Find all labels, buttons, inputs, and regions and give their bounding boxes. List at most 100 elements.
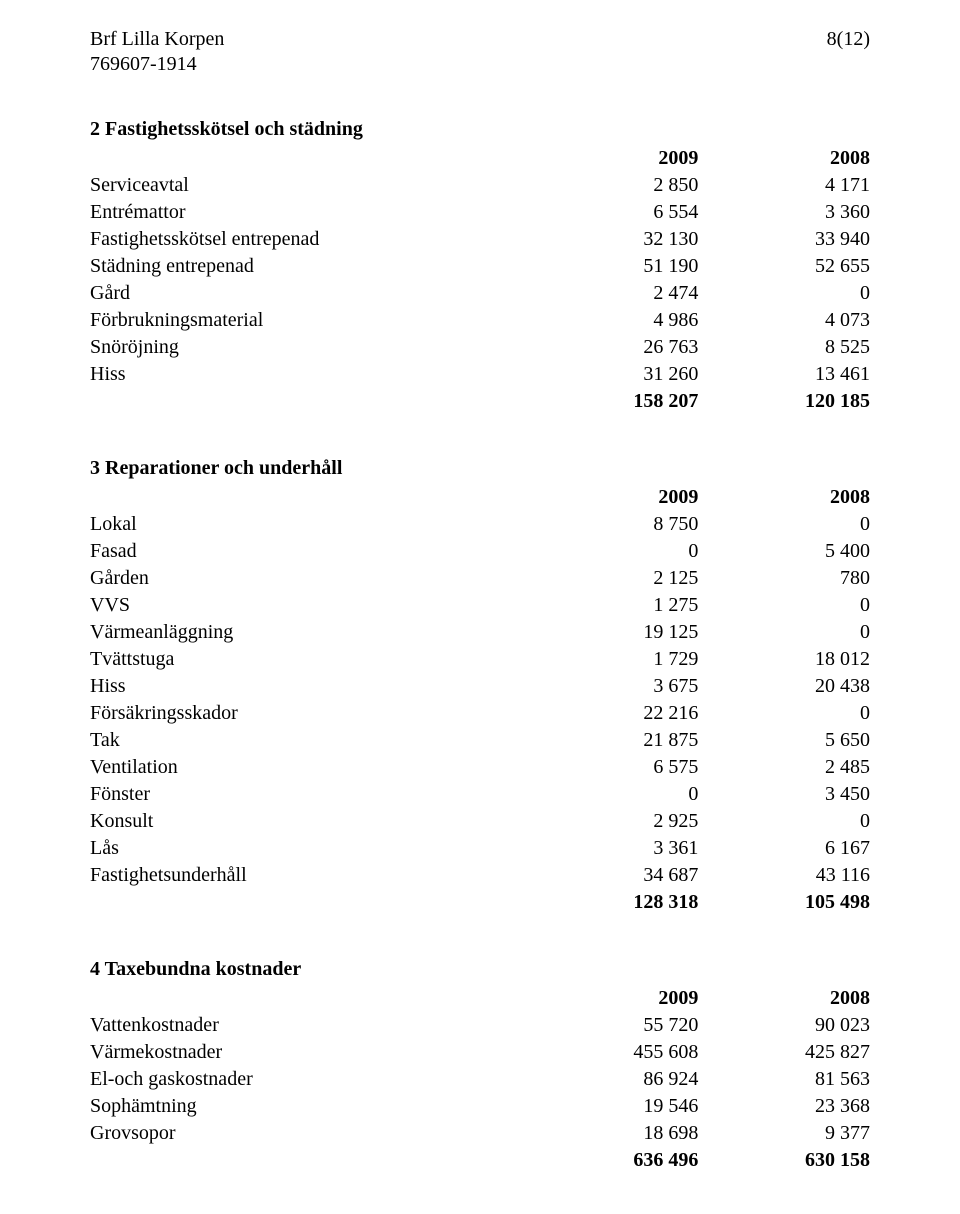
row-value-col2: 425 827: [698, 1039, 870, 1066]
row-label: Konsult: [90, 808, 527, 835]
table-row: Ventilation6 5752 485: [90, 754, 870, 781]
row-label: Fönster: [90, 781, 527, 808]
table-row: Städning entrepenad51 19052 655: [90, 253, 870, 280]
row-label: Vattenkostnader: [90, 1012, 527, 1039]
total-row: 636 496630 158: [90, 1147, 870, 1174]
row-value-col1: 3 361: [527, 835, 699, 862]
sections-container: 2 Fastighetsskötsel och städning20092008…: [90, 118, 870, 1174]
row-value-col2: 6 167: [698, 835, 870, 862]
table-row: Hiss3 67520 438: [90, 673, 870, 700]
row-value-col2: 5 650: [698, 727, 870, 754]
row-label: Gården: [90, 565, 527, 592]
row-value-col2: 0: [698, 592, 870, 619]
row-label: Ventilation: [90, 754, 527, 781]
table-row: Grovsopor18 6989 377: [90, 1120, 870, 1147]
table-row: Tvättstuga1 72918 012: [90, 646, 870, 673]
row-value-col2: 3 450: [698, 781, 870, 808]
row-label: Värmeanläggning: [90, 619, 527, 646]
table-row: Värmeanläggning19 1250: [90, 619, 870, 646]
table-row: Vattenkostnader55 72090 023: [90, 1012, 870, 1039]
row-label: Lås: [90, 835, 527, 862]
table-row: Lås3 3616 167: [90, 835, 870, 862]
row-value-col1: 0: [527, 538, 699, 565]
total-label-blank: [90, 889, 527, 916]
row-label: Värmekostnader: [90, 1039, 527, 1066]
year-header-blank: [90, 145, 527, 172]
financial-table: 20092008Lokal8 7500Fasad05 400Gården2 12…: [90, 484, 870, 916]
row-value-col2: 43 116: [698, 862, 870, 889]
row-value-col1: 2 850: [527, 172, 699, 199]
row-label: Snöröjning: [90, 334, 527, 361]
year-header-col1: 2009: [527, 145, 699, 172]
total-row: 128 318105 498: [90, 889, 870, 916]
year-header-col2: 2008: [698, 985, 870, 1012]
row-value-col1: 18 698: [527, 1120, 699, 1147]
row-value-col2: 52 655: [698, 253, 870, 280]
row-value-col1: 86 924: [527, 1066, 699, 1093]
row-value-col1: 34 687: [527, 862, 699, 889]
row-value-col2: 13 461: [698, 361, 870, 388]
table-row: Entrémattor6 5543 360: [90, 199, 870, 226]
row-label: Hiss: [90, 361, 527, 388]
row-value-col2: 8 525: [698, 334, 870, 361]
row-label: Förbrukningsmaterial: [90, 307, 527, 334]
total-value-col1: 158 207: [527, 388, 699, 415]
row-value-col1: 3 675: [527, 673, 699, 700]
total-value-col2: 120 185: [698, 388, 870, 415]
row-value-col2: 5 400: [698, 538, 870, 565]
financial-section: 4 Taxebundna kostnader20092008Vattenkost…: [90, 958, 870, 1174]
page-number: 8(12): [827, 28, 870, 51]
table-row: Försäkringsskador22 2160: [90, 700, 870, 727]
row-value-col2: 23 368: [698, 1093, 870, 1120]
row-value-col1: 19 125: [527, 619, 699, 646]
row-value-col1: 2 925: [527, 808, 699, 835]
total-value-col2: 105 498: [698, 889, 870, 916]
row-value-col1: 31 260: [527, 361, 699, 388]
year-header-row: 20092008: [90, 985, 870, 1012]
row-value-col1: 21 875: [527, 727, 699, 754]
table-row: Tak21 8755 650: [90, 727, 870, 754]
header-row: Brf Lilla Korpen 8(12): [90, 28, 870, 51]
section-title: 3 Reparationer och underhåll: [90, 457, 870, 480]
row-label: Hiss: [90, 673, 527, 700]
row-value-col2: 3 360: [698, 199, 870, 226]
row-value-col1: 1 729: [527, 646, 699, 673]
org-id: 769607-1914: [90, 53, 870, 76]
table-row: Fasad05 400: [90, 538, 870, 565]
row-value-col1: 55 720: [527, 1012, 699, 1039]
total-value-col1: 128 318: [527, 889, 699, 916]
row-label: Lokal: [90, 511, 527, 538]
row-value-col2: 4 073: [698, 307, 870, 334]
financial-table: 20092008Vattenkostnader55 72090 023Värme…: [90, 985, 870, 1174]
row-value-col2: 20 438: [698, 673, 870, 700]
table-row: Hiss31 26013 461: [90, 361, 870, 388]
row-value-col2: 2 485: [698, 754, 870, 781]
total-row: 158 207120 185: [90, 388, 870, 415]
row-value-col1: 1 275: [527, 592, 699, 619]
year-header-col2: 2008: [698, 145, 870, 172]
table-row: Fönster03 450: [90, 781, 870, 808]
row-value-col1: 22 216: [527, 700, 699, 727]
table-row: Serviceavtal2 8504 171: [90, 172, 870, 199]
financial-section: 2 Fastighetsskötsel och städning20092008…: [90, 118, 870, 415]
row-value-col2: 33 940: [698, 226, 870, 253]
table-row: Gården2 125780: [90, 565, 870, 592]
row-value-col2: 81 563: [698, 1066, 870, 1093]
row-label: Fastighetsunderhåll: [90, 862, 527, 889]
row-value-col2: 0: [698, 700, 870, 727]
row-label: Städning entrepenad: [90, 253, 527, 280]
table-row: Förbrukningsmaterial4 9864 073: [90, 307, 870, 334]
row-label: Försäkringsskador: [90, 700, 527, 727]
year-header-col1: 2009: [527, 484, 699, 511]
org-name: Brf Lilla Korpen: [90, 28, 224, 51]
table-row: El-och gaskostnader86 92481 563: [90, 1066, 870, 1093]
row-value-col2: 0: [698, 619, 870, 646]
year-header-row: 20092008: [90, 145, 870, 172]
table-row: Fastighetsunderhåll34 68743 116: [90, 862, 870, 889]
row-value-col1: 8 750: [527, 511, 699, 538]
table-row: Snöröjning26 7638 525: [90, 334, 870, 361]
row-label: Sophämtning: [90, 1093, 527, 1120]
total-label-blank: [90, 388, 527, 415]
document-page: Brf Lilla Korpen 8(12) 769607-1914 2 Fas…: [0, 0, 960, 1214]
row-label: El-och gaskostnader: [90, 1066, 527, 1093]
